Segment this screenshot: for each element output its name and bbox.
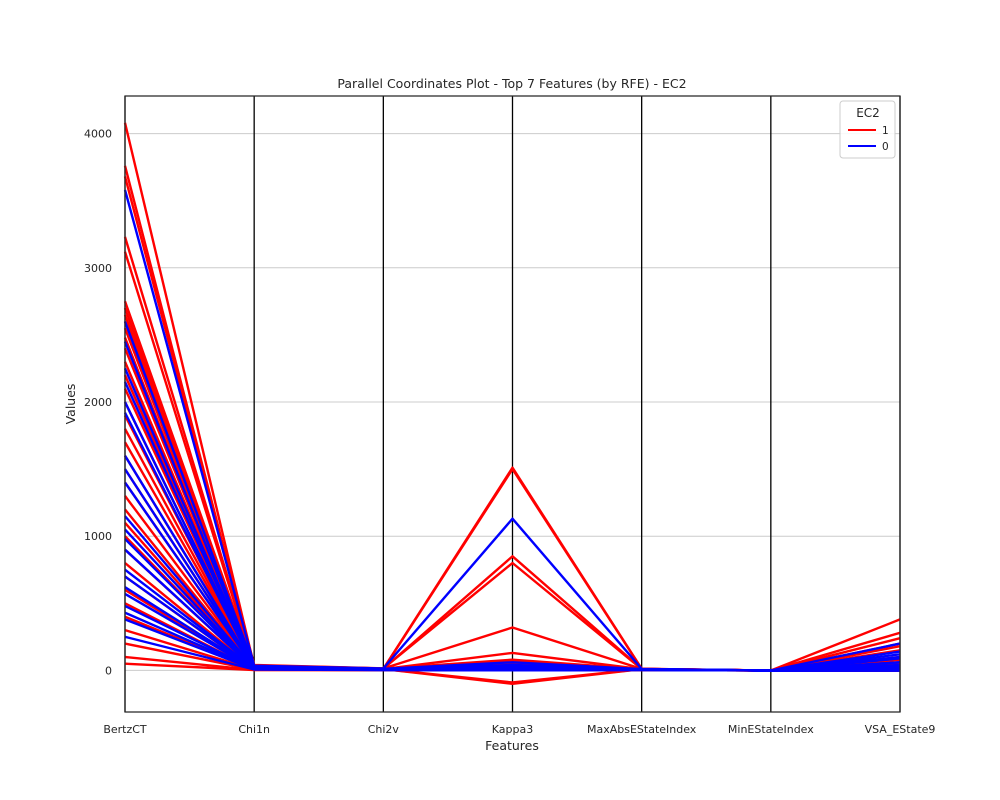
x-tick-label: BertzCT xyxy=(103,723,147,736)
y-axis-label: Values xyxy=(63,384,78,425)
x-tick-label: Kappa3 xyxy=(492,723,533,736)
x-tick-labels: BertzCT Chi1n Chi2v Kappa3 MaxAbsEStateIndex… xyxy=(103,723,935,736)
series-0-lines xyxy=(123,189,901,672)
x-tick-label: Chi1n xyxy=(238,723,270,736)
x-tick-label: MinEStateIndex xyxy=(728,723,814,736)
y-tick-label: 2000 xyxy=(84,396,112,409)
legend-label-0: 0 xyxy=(882,141,889,153)
y-tick-label: 0 xyxy=(105,664,112,677)
chart-title: Parallel Coordinates Plot - Top 7 Featur… xyxy=(337,76,686,91)
legend: EC2 1 0 xyxy=(839,100,896,159)
y-tick-label: 1000 xyxy=(84,530,112,543)
legend-label-1: 1 xyxy=(882,125,889,137)
y-tick-label: 3000 xyxy=(84,262,112,275)
x-tick-label: Chi2v xyxy=(368,723,400,736)
plot-frame xyxy=(124,95,901,713)
series-line xyxy=(124,635,900,672)
x-tick-label: MaxAbsEStateIndex xyxy=(587,723,697,736)
y-tick-labels: 0 1000 2000 3000 4000 xyxy=(84,128,112,678)
legend-title: EC2 xyxy=(856,106,880,120)
x-tick-label: VSA_EState9 xyxy=(865,723,936,736)
y-tick-label: 4000 xyxy=(84,128,112,141)
x-axis-label: Features xyxy=(485,738,539,753)
